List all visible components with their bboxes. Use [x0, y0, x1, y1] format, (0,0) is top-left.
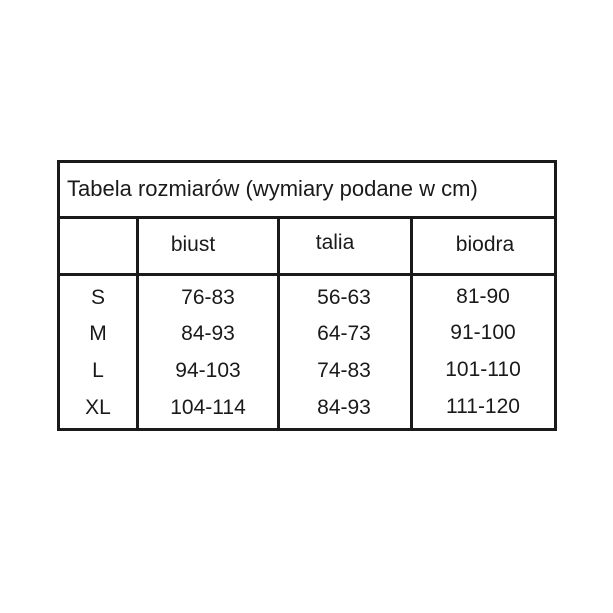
table-border-left	[57, 160, 60, 431]
column-divider	[277, 216, 280, 431]
header-talia: talia	[315, 231, 355, 254]
size-label: L	[92, 359, 104, 382]
biodra-value: 101-110	[445, 358, 521, 381]
table-border-right	[554, 160, 557, 431]
biust-value: 94-103	[175, 359, 241, 382]
talia-value: 56-63	[317, 286, 371, 309]
header-biodra: biodra	[455, 233, 515, 256]
biust-value: 84-93	[181, 322, 235, 345]
talia-value: 74-83	[317, 359, 371, 382]
size-label: S	[90, 286, 106, 309]
talia-value: 64-73	[317, 322, 371, 345]
biodra-value: 91-100	[450, 321, 516, 344]
size-label: M	[89, 322, 107, 345]
table-border-bottom	[57, 428, 557, 431]
header-biust: biust	[170, 233, 216, 256]
biodra-value: 81-90	[456, 285, 510, 308]
size-label: XL	[85, 396, 111, 419]
talia-value: 84-93	[317, 396, 371, 419]
biust-value: 104-114	[170, 396, 246, 419]
title-divider	[57, 216, 557, 219]
table-border-top	[57, 160, 557, 163]
header-divider	[57, 273, 557, 276]
column-divider	[136, 216, 139, 431]
column-divider	[410, 216, 413, 431]
biust-value: 76-83	[181, 286, 235, 309]
biodra-value: 111-120	[446, 395, 520, 418]
table-title: Tabela rozmiarów (wymiary podane w cm)	[67, 176, 478, 201]
